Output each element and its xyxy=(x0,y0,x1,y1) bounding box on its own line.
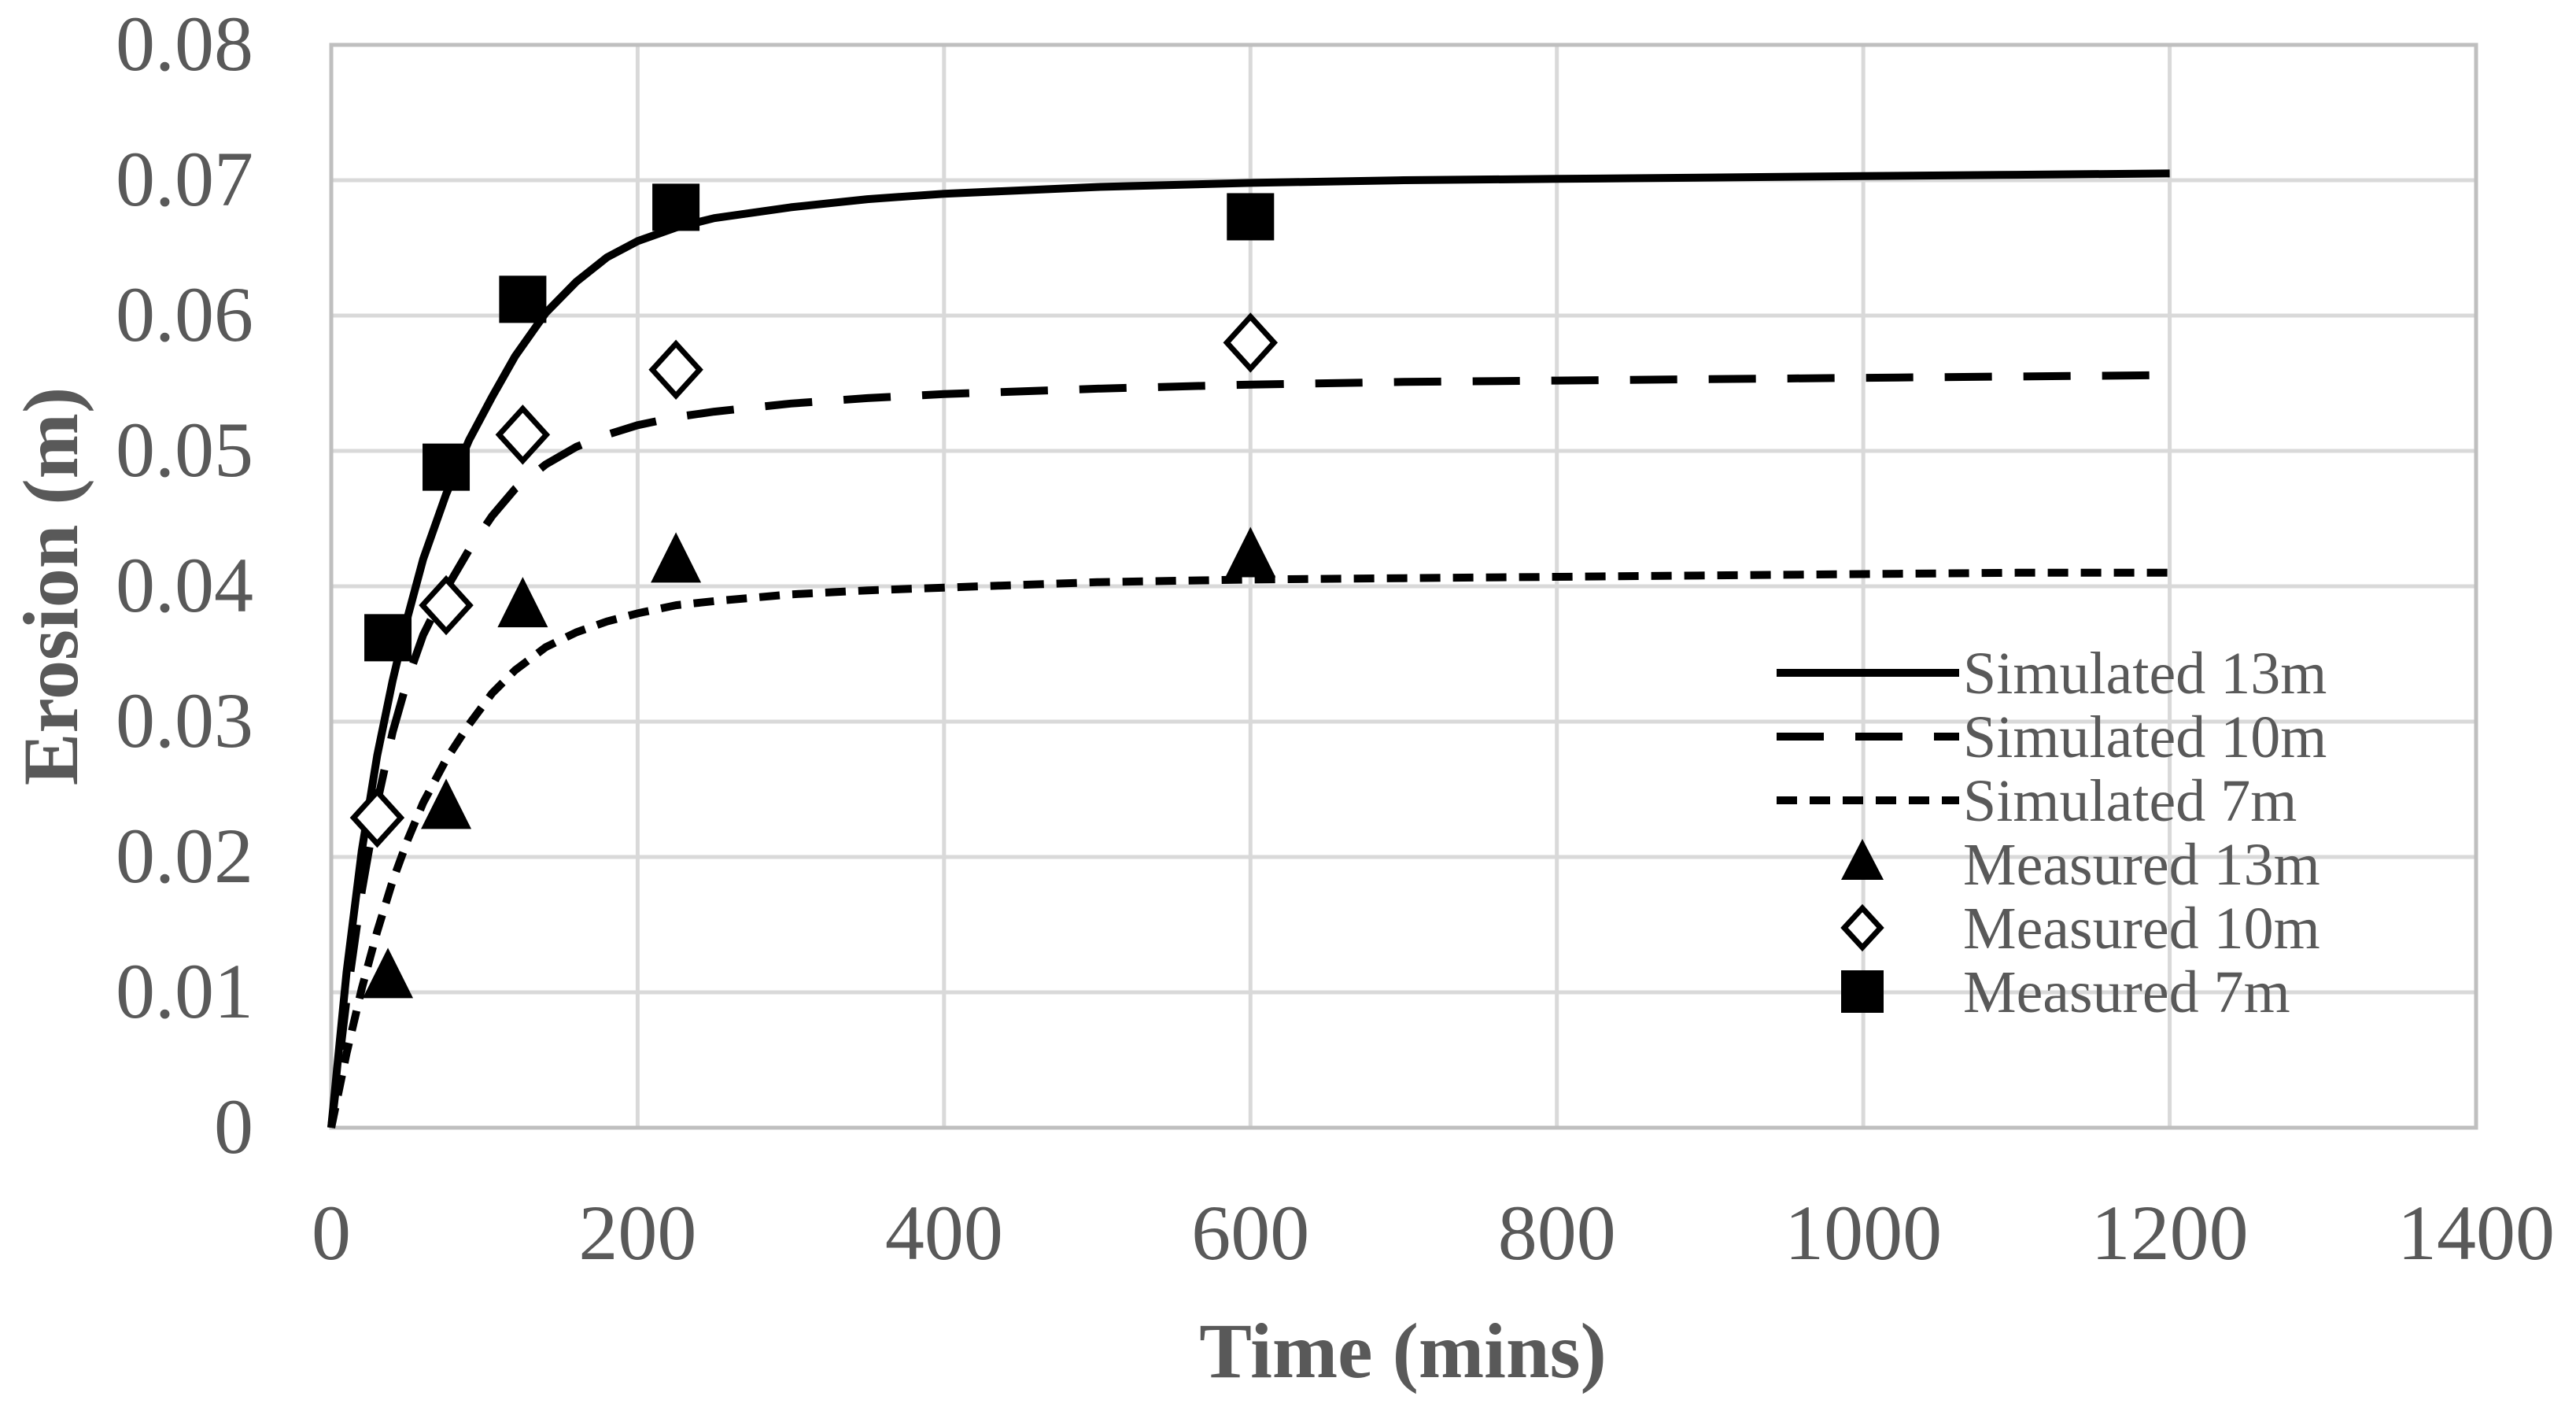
y-tick-label: 0.03 xyxy=(116,677,253,764)
x-tick-label: 1000 xyxy=(1784,1189,1942,1276)
data-point-measured-13m xyxy=(363,947,414,999)
data-point-measured-13m xyxy=(651,532,702,583)
data-point-measured-10m xyxy=(648,339,703,401)
data-point-measured-13m xyxy=(497,577,548,628)
x-tick-label: 400 xyxy=(885,1189,1003,1276)
y-tick-label: 0.02 xyxy=(116,812,253,899)
x-tick-label: 1400 xyxy=(2397,1189,2555,1276)
y-axis-title: Erosion (m) xyxy=(7,387,94,786)
data-point-measured-10m xyxy=(1223,312,1279,373)
y-tick-label: 0.04 xyxy=(116,541,253,629)
y-tick-labels: 0 0.01 0.02 0.03 0.04 0.05 0.06 0.07 0.08 xyxy=(116,0,253,1170)
series-line-simulated-7m xyxy=(327,568,2170,1129)
data-point-measured-7m xyxy=(364,614,412,662)
x-tick-label: 0 xyxy=(312,1189,351,1276)
y-tick-label: 0.05 xyxy=(116,406,253,493)
data-point-measured-13m xyxy=(1225,526,1276,578)
data-point-measured-13m xyxy=(421,778,472,829)
legend-swatch-measured-13m xyxy=(1841,839,1884,880)
data-point-measured-7m xyxy=(423,443,471,491)
data-point-measured-10m xyxy=(495,404,551,465)
x-axis-title: Time (mins) xyxy=(1199,1307,1607,1394)
data-point-measured-10m xyxy=(349,787,405,848)
x-tick-label: 200 xyxy=(578,1189,696,1276)
data-point-measured-10m xyxy=(419,574,474,636)
data-point-measured-7m xyxy=(499,275,547,323)
legend-label-simulated-13m: Simulated 13m xyxy=(1963,641,2327,707)
y-tick-label: 0 xyxy=(214,1083,253,1170)
legend-label-measured-10m: Measured 10m xyxy=(1963,896,2320,962)
x-tick-labels: 0 200 400 600 800 1000 1200 1400 xyxy=(312,1189,2555,1276)
legend-label-simulated-7m: Simulated 7m xyxy=(1963,768,2297,834)
data-point-measured-7m xyxy=(1227,193,1275,241)
series-line-simulated-10m xyxy=(327,371,2170,1128)
y-tick-label: 0.06 xyxy=(116,271,253,358)
y-tick-label: 0.08 xyxy=(116,0,253,87)
legend-label-measured-13m: Measured 13m xyxy=(1963,832,2320,898)
x-tick-label: 800 xyxy=(1498,1189,1616,1276)
legend-label-simulated-10m: Simulated 10m xyxy=(1963,704,2327,770)
y-tick-label: 0.01 xyxy=(116,947,253,1035)
legend-swatch-measured-7m xyxy=(1841,970,1884,1013)
legend-label-measured-7m: Measured 7m xyxy=(1963,959,2290,1025)
x-tick-label: 1200 xyxy=(2091,1189,2249,1276)
plot-area-border xyxy=(329,42,2478,1130)
legend: Simulated 13m Simulated 10m Simulated 7m… xyxy=(1777,641,2327,1025)
data-point-measured-7m xyxy=(652,183,700,231)
series-markers xyxy=(349,183,1279,999)
y-tick-label: 0.07 xyxy=(116,135,253,223)
x-tick-label: 600 xyxy=(1191,1189,1309,1276)
legend-swatch-measured-10m xyxy=(1840,903,1884,952)
